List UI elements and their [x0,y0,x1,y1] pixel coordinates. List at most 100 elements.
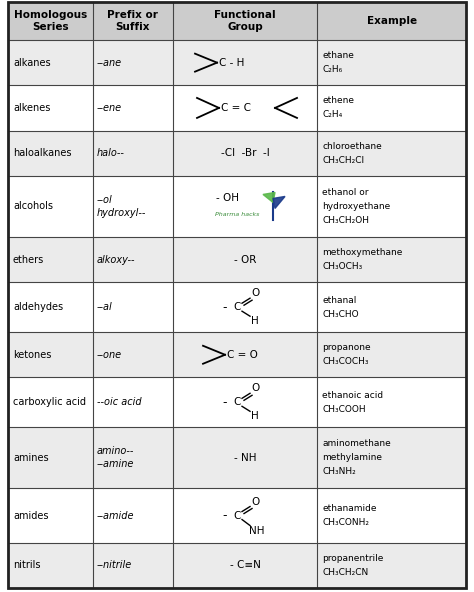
Text: alkoxy--: alkoxy-- [97,255,135,265]
Text: --al: --al [97,302,112,312]
Text: CH₃OCH₃: CH₃OCH₃ [322,262,363,271]
Text: amines: amines [13,453,49,463]
Text: C = O: C = O [227,350,258,360]
Text: --ene: --ene [97,103,122,113]
Text: -: - [223,301,227,314]
Polygon shape [263,192,275,202]
Bar [93,85,173,131]
Text: amides: amides [13,510,48,520]
Bar [8,85,93,131]
Bar [173,332,317,378]
Bar [8,131,93,176]
Bar [173,237,317,282]
Text: carboxylic acid: carboxylic acid [13,397,86,407]
Text: C = C: C = C [221,103,251,113]
Text: Example: Example [366,16,417,26]
Text: -Cl  -Br  -I: -Cl -Br -I [220,148,269,158]
Text: NH: NH [249,526,265,536]
Bar [317,488,466,543]
Bar [8,332,93,378]
Polygon shape [273,197,285,208]
Bar [93,2,173,40]
Text: hydroxyethane: hydroxyethane [322,202,391,211]
Bar [8,488,93,543]
Bar [93,131,173,176]
Text: CH₃CONH₂: CH₃CONH₂ [322,518,369,527]
Bar [173,40,317,85]
Bar [173,131,317,176]
Bar [173,427,317,488]
Text: alcohols: alcohols [13,201,53,211]
Bar [8,282,93,332]
Text: CH₃CHO: CH₃CHO [322,310,359,318]
Text: O: O [251,288,259,298]
Bar [173,543,317,588]
Text: - NH: - NH [234,453,256,463]
Text: C: C [233,510,241,520]
Bar [173,176,317,237]
Text: Prefix or
Suffix: Prefix or Suffix [108,10,158,32]
Text: amino--
--amine: amino-- --amine [97,446,134,469]
Text: CH₃CH₂CN: CH₃CH₂CN [322,568,368,577]
Text: Functional
Group: Functional Group [214,10,276,32]
Text: ethanol or: ethanol or [322,188,369,197]
Text: halo--: halo-- [97,148,125,158]
Bar [8,427,93,488]
Text: - OR: - OR [234,255,256,265]
Bar [93,237,173,282]
Text: ketones: ketones [13,350,51,360]
Text: haloalkanes: haloalkanes [13,148,72,158]
Text: O: O [251,383,259,393]
Bar [8,176,93,237]
Text: CH₃COCH₃: CH₃COCH₃ [322,357,369,366]
Bar [8,543,93,588]
Bar [317,237,466,282]
Bar [317,176,466,237]
Bar [93,176,173,237]
Bar [317,131,466,176]
Bar [317,282,466,332]
Text: CH₃CH₂OH: CH₃CH₂OH [322,216,369,225]
Text: propanone: propanone [322,343,371,352]
Bar [317,332,466,378]
Text: methylamine: methylamine [322,453,382,462]
Text: methoxymethane: methoxymethane [322,248,402,257]
Text: --nitrile: --nitrile [97,561,132,570]
Text: aldehydes: aldehydes [13,302,63,312]
Text: C - H: C - H [219,57,245,67]
Text: - OH: - OH [216,194,238,204]
Bar [173,488,317,543]
Text: H: H [251,316,259,326]
Text: - C≡N: - C≡N [229,561,260,570]
Text: aminomethane: aminomethane [322,439,391,448]
Text: CH₃CH₂Cl: CH₃CH₂Cl [322,156,365,165]
Bar [317,427,466,488]
Bar [93,543,173,588]
Text: ethers: ethers [13,255,44,265]
Bar [93,488,173,543]
Text: chloroethane: chloroethane [322,141,382,151]
Bar [173,85,317,131]
Bar [93,282,173,332]
Bar [8,2,93,40]
Text: --amide: --amide [97,510,134,520]
Text: ethanal: ethanal [322,296,356,305]
Text: --one: --one [97,350,122,360]
Text: -: - [223,396,227,409]
Text: H: H [251,411,259,422]
Text: Homologous
Series: Homologous Series [14,10,87,32]
Text: CH₃COOH: CH₃COOH [322,405,366,414]
Text: C₂H₆: C₂H₆ [322,65,342,74]
Text: alkenes: alkenes [13,103,50,113]
Bar [93,40,173,85]
Text: O: O [251,497,259,507]
Bar [317,543,466,588]
Bar [173,282,317,332]
Bar [93,427,173,488]
Bar [93,332,173,378]
Bar [173,2,317,40]
Bar [8,40,93,85]
Text: C₂H₄: C₂H₄ [322,111,342,120]
Text: ethene: ethene [322,96,354,105]
Text: --oic acid: --oic acid [97,397,141,407]
